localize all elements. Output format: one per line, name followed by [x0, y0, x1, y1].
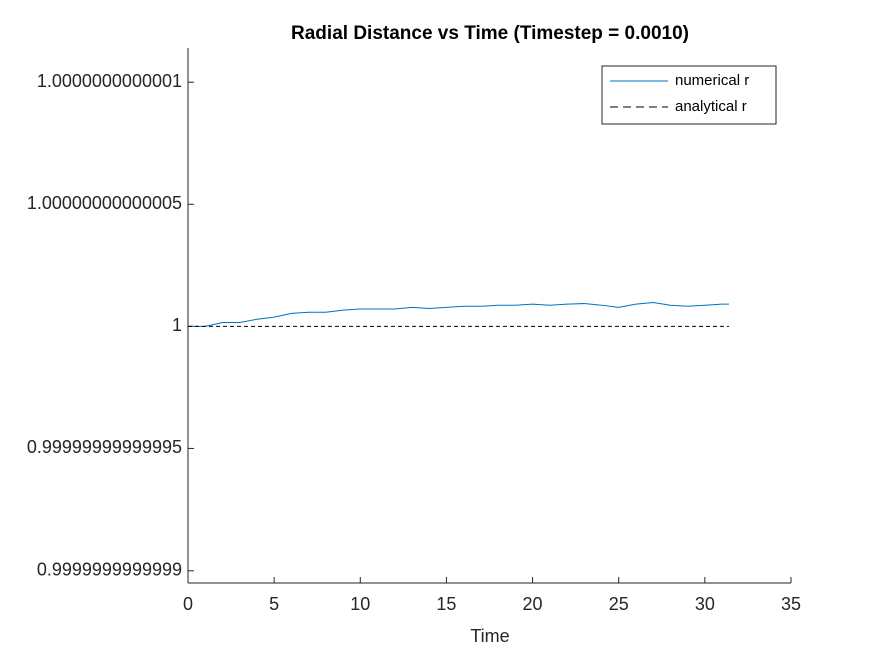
- x-tick-label: 35: [781, 594, 801, 614]
- y-tick-label: 1.00000000000005: [27, 193, 182, 213]
- x-tick-label: 25: [609, 594, 629, 614]
- legend-box: [601, 65, 777, 125]
- x-tick-label: 20: [523, 594, 543, 614]
- x-tick-label: 30: [695, 594, 715, 614]
- y-tick-label: 0.99999999999995: [27, 437, 182, 457]
- x-tick-label: 0: [183, 594, 193, 614]
- x-axis-label: Time: [470, 626, 509, 646]
- x-tick-label: 15: [436, 594, 456, 614]
- legend-label: numerical r: [675, 72, 749, 89]
- chart-title: Radial Distance vs Time (Timestep = 0.00…: [291, 23, 689, 44]
- legend-label: analytical r: [675, 98, 747, 115]
- y-tick-label: 0.9999999999999: [37, 560, 182, 580]
- y-tick-label: 1: [172, 315, 182, 335]
- x-tick-label: 10: [350, 594, 370, 614]
- data-line: [188, 301, 729, 327]
- y-tick-label: 1.0000000000001: [37, 71, 182, 91]
- x-tick-label: 5: [269, 594, 279, 614]
